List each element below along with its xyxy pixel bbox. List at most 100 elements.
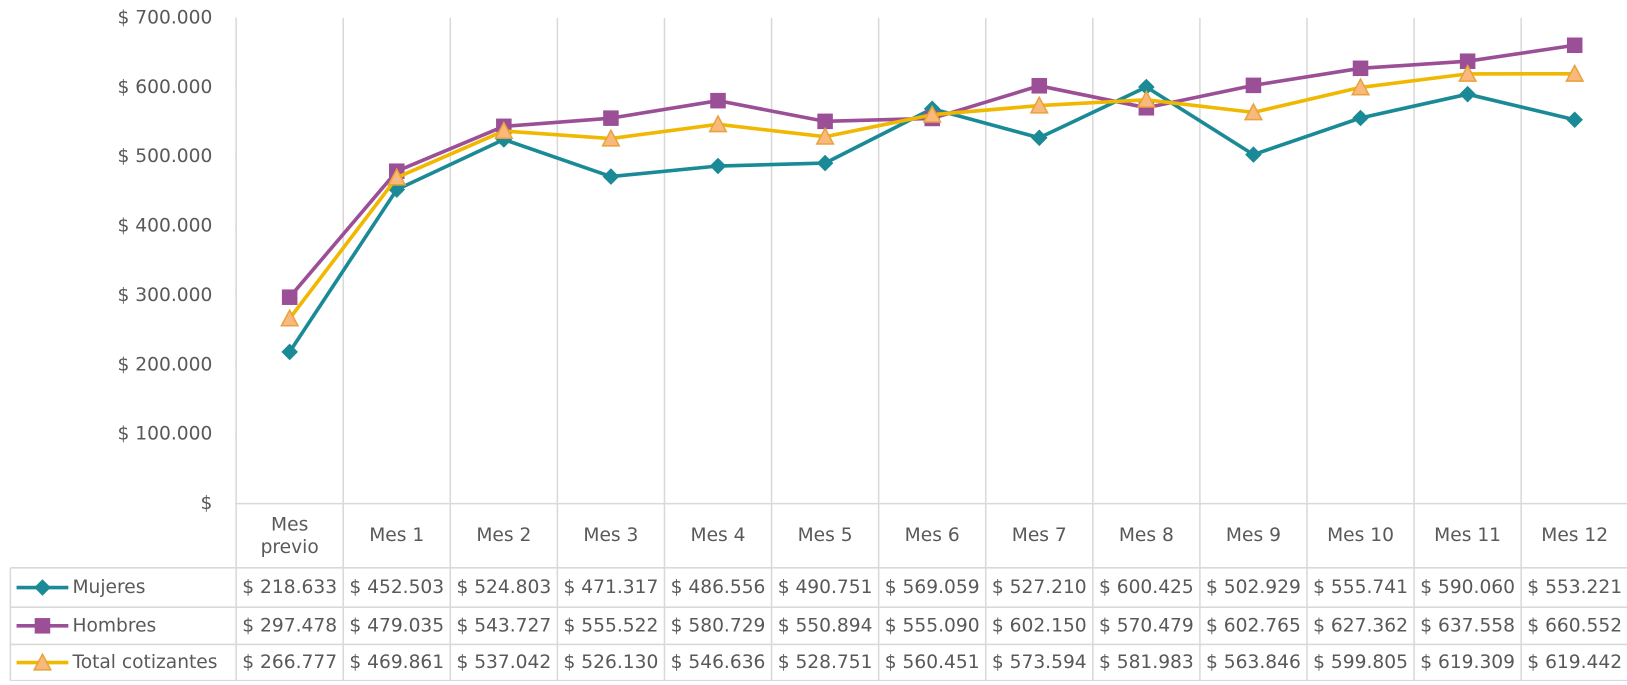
marker (922, 104, 942, 123)
x-tick-label: Mes 8 (1119, 525, 1174, 546)
table-value: $ 550.894 (778, 615, 873, 636)
x-tick-label: Mes 6 (905, 525, 960, 546)
marker (1031, 78, 1048, 94)
marker (494, 121, 514, 139)
y-tick-label: $ 500.000 (118, 146, 213, 167)
marker (34, 579, 51, 596)
marker (1350, 77, 1371, 96)
y-tick-label: $ 600.000 (118, 77, 213, 98)
table-value: $ 479.035 (349, 615, 444, 636)
table-value: $ 543.727 (456, 615, 551, 636)
table-value: $ 590.060 (1420, 577, 1515, 598)
marker (387, 167, 407, 186)
x-tick-label-line: previo (261, 537, 319, 558)
table-value: $ 524.803 (456, 577, 551, 598)
marker (601, 128, 621, 147)
marker (1029, 95, 1049, 114)
table-value: $ 452.503 (349, 577, 444, 598)
table-value: $ 555.090 (885, 615, 980, 636)
table-value: $ 580.729 (671, 615, 766, 636)
legend-marker (34, 618, 51, 634)
table-value: $ 602.765 (1206, 615, 1301, 636)
x-tick-label: Mes 5 (798, 525, 853, 546)
table-value: $ 560.451 (885, 652, 980, 673)
marker (708, 114, 728, 133)
marker (1030, 129, 1048, 147)
marker (281, 289, 298, 305)
table-value: $ 563.846 (1206, 652, 1301, 673)
x-tick-label: Mes 2 (476, 525, 531, 546)
marker (710, 92, 726, 109)
table-value: $ 486.556 (671, 577, 766, 598)
y-tick-label: $ 200.000 (118, 354, 213, 375)
table-value: $ 490.751 (778, 577, 873, 598)
table-value: $ 266.777 (242, 652, 337, 673)
marker (1352, 109, 1369, 127)
table-value: $ 619.309 (1420, 652, 1515, 673)
marker (1245, 146, 1262, 163)
table-value: $ 546.636 (671, 652, 766, 673)
table-value: $ 297.478 (242, 615, 337, 636)
table-value: $ 569.059 (885, 577, 980, 598)
table-value: $ 502.929 (1206, 577, 1301, 598)
table-value: $ 555.741 (1313, 577, 1408, 598)
legend-marker (34, 579, 51, 596)
x-tick-label: Mes 11 (1434, 525, 1501, 546)
marker (602, 168, 620, 185)
x-tick-label-line: Mes (271, 514, 308, 535)
legend-marker (32, 652, 53, 671)
marker (1243, 102, 1264, 121)
table-value: $ 581.983 (1099, 652, 1194, 673)
table-value: $ 573.594 (992, 652, 1087, 673)
marker (1566, 37, 1583, 54)
table-value: $ 600.425 (1099, 577, 1194, 598)
y-tick-label: $ 300.000 (118, 285, 213, 306)
legend-label: Mujeres (72, 577, 145, 598)
y-tick-label: $ 100.000 (118, 424, 213, 445)
marker (815, 126, 835, 145)
table-value: $ 469.861 (349, 652, 444, 673)
legend-label: Total cotizantes (71, 652, 217, 673)
marker (817, 113, 833, 130)
legend-label: Hombres (72, 615, 156, 636)
table-value: $ 528.751 (778, 652, 873, 673)
marker (1458, 63, 1478, 82)
y-tick-label: $ (200, 493, 212, 514)
marker (1459, 53, 1476, 69)
table-value: $ 599.805 (1313, 652, 1408, 673)
x-tick-label: Mes previo (261, 514, 319, 558)
table-value: $ 637.558 (1420, 615, 1515, 636)
table-value: $ 570.479 (1099, 615, 1194, 636)
marker (1136, 89, 1156, 108)
x-tick-label: Mes 4 (691, 525, 746, 546)
marker (32, 652, 53, 671)
table-value: $ 553.221 (1527, 577, 1622, 598)
marker (34, 618, 51, 634)
table-value: $ 619.442 (1527, 652, 1622, 673)
table-value: $ 526.130 (564, 652, 659, 673)
x-tick-label: Mes 3 (583, 525, 638, 546)
table-value: $ 218.633 (242, 577, 337, 598)
marker (1138, 78, 1155, 96)
marker (1459, 85, 1476, 103)
y-tick-label: $ 700.000 (118, 7, 213, 28)
marker (603, 110, 619, 126)
table-value: $ 471.317 (564, 577, 659, 598)
table-value: $ 537.042 (456, 652, 551, 673)
marker (709, 157, 727, 175)
table-value: $ 660.552 (1527, 615, 1622, 636)
x-tick-label: Mes 12 (1541, 525, 1608, 546)
table-value: $ 627.362 (1313, 615, 1408, 636)
series-line (288, 85, 1576, 353)
table-value: $ 602.150 (992, 615, 1087, 636)
table-value: $ 555.522 (564, 615, 659, 636)
marker (1352, 60, 1369, 77)
marker (280, 308, 300, 327)
x-tick-label: Mes 7 (1012, 525, 1067, 546)
marker (1245, 77, 1262, 94)
marker (1566, 111, 1583, 129)
x-tick-label: Mes 1 (369, 525, 424, 546)
marker (1565, 63, 1585, 82)
x-tick-label: Mes 9 (1226, 525, 1281, 546)
